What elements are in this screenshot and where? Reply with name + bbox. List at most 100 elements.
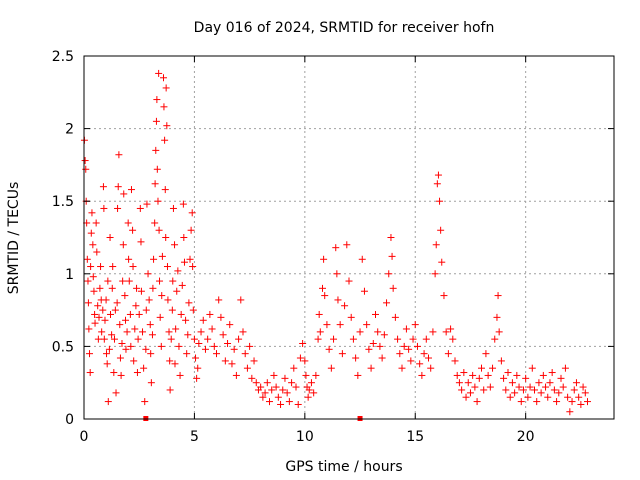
data-point [482, 350, 490, 358]
data-point [391, 313, 399, 321]
data-point [316, 328, 324, 336]
y-tick-label: 2 [65, 122, 74, 138]
y-tick-label: 0.5 [52, 339, 74, 355]
data-point [561, 364, 569, 372]
data-point [460, 369, 468, 377]
data-point [161, 186, 169, 194]
data-point [168, 306, 176, 314]
data-point [310, 389, 318, 397]
data-point [466, 389, 474, 397]
data-point [99, 306, 107, 314]
data-point [110, 369, 118, 377]
data-point [81, 157, 89, 165]
data-point [458, 386, 466, 394]
data-point [206, 310, 214, 318]
data-point [259, 393, 267, 401]
data-point [394, 335, 402, 343]
data-point [126, 310, 134, 318]
data-point [440, 292, 448, 300]
data-point [140, 364, 148, 372]
data-point [119, 241, 127, 249]
data-point [166, 357, 174, 365]
data-point [411, 321, 419, 329]
data-point [185, 299, 193, 307]
data-point [387, 234, 395, 241]
data-point [122, 345, 130, 353]
data-point [164, 296, 172, 304]
data-point [427, 364, 435, 372]
data-point [296, 354, 304, 362]
data-point [188, 209, 196, 217]
data-point [241, 350, 249, 358]
data-point [299, 339, 307, 347]
data-point [107, 310, 114, 318]
data-point [94, 302, 102, 310]
data-point [294, 400, 302, 408]
data-point [349, 335, 357, 343]
data-point [453, 371, 461, 379]
data-point [320, 255, 328, 263]
data-point [292, 383, 300, 391]
data-point [360, 287, 368, 295]
data-point [413, 342, 421, 350]
data-point [150, 255, 158, 263]
data-point [154, 197, 162, 205]
data-point [575, 393, 583, 401]
data-point [183, 350, 191, 358]
x-axis-label: GPS time / hours [285, 459, 402, 475]
data-point [542, 383, 550, 391]
data-point [332, 244, 340, 252]
data-point [451, 357, 459, 365]
data-point [190, 335, 198, 343]
data-point [325, 345, 333, 353]
data-point [546, 379, 554, 387]
data-point [173, 287, 181, 295]
data-point [100, 335, 108, 343]
data-point [336, 321, 344, 329]
data-point [117, 371, 125, 379]
data-point [522, 374, 530, 382]
data-point [195, 339, 203, 347]
data-point [528, 364, 536, 372]
x-tick-label: 5 [190, 429, 199, 445]
data-point [145, 296, 153, 304]
data-point [166, 386, 174, 394]
data-point [171, 241, 179, 249]
data-point [480, 386, 488, 394]
data-point [246, 342, 254, 350]
data-point [559, 383, 567, 391]
data-point [511, 389, 519, 397]
data-point [111, 306, 119, 314]
data-point [136, 204, 144, 212]
data-point [169, 277, 177, 285]
data-point [143, 200, 151, 208]
data-point [570, 386, 578, 394]
data-point [272, 383, 280, 391]
data-point [315, 310, 323, 318]
data-point [102, 296, 110, 304]
data-point [493, 313, 501, 321]
data-point [288, 379, 296, 387]
data-point [232, 371, 240, 379]
data-point [367, 364, 375, 372]
data-point [365, 345, 373, 353]
data-point [526, 383, 534, 391]
data-point [110, 335, 118, 343]
data-point [105, 345, 113, 353]
data-point [277, 400, 285, 408]
data-point [266, 398, 273, 406]
data-point [141, 398, 149, 406]
data-point [169, 204, 177, 212]
data-point [323, 321, 331, 329]
data-point [497, 357, 505, 365]
data-point [147, 379, 155, 387]
data-point [385, 270, 393, 278]
data-point [174, 267, 182, 275]
data-point [290, 364, 298, 372]
data-point [535, 379, 543, 387]
data-point [409, 335, 417, 343]
data-point [152, 117, 160, 125]
data-point [221, 357, 229, 365]
data-point [91, 319, 99, 327]
